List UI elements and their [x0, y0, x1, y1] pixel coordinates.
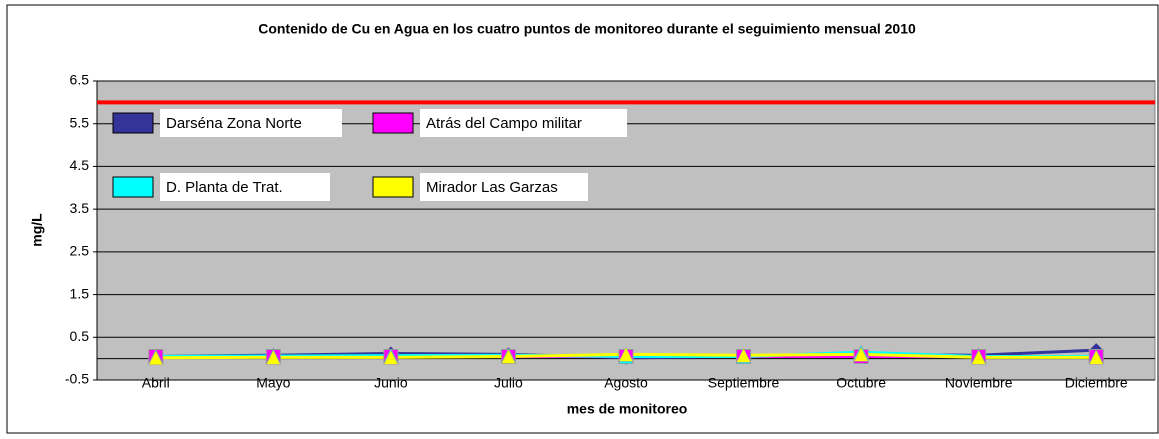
- y-tick-label: 1.5: [70, 285, 90, 301]
- legend-box: [420, 173, 588, 201]
- y-tick-label: 4.5: [70, 157, 90, 173]
- marker: [853, 346, 869, 362]
- x-tick-label: Mayo: [256, 375, 290, 391]
- x-tick-label: Octubre: [836, 375, 886, 391]
- marker: [501, 348, 516, 364]
- legend-swatch: [372, 176, 414, 198]
- x-tick-label: Julio: [494, 375, 523, 391]
- marker: [971, 349, 987, 365]
- legend-swatch: [112, 176, 154, 198]
- marker: [383, 349, 399, 365]
- legend-swatch: [372, 112, 414, 134]
- legend-box: [160, 173, 330, 201]
- legend-label: Mirador Las Garzas: [426, 179, 558, 196]
- legend-label: Darséna Zona Norte: [166, 115, 302, 132]
- y-tick-label: 5.5: [70, 114, 90, 130]
- marker: [618, 346, 634, 362]
- x-tick-label: Septiembre: [708, 375, 780, 391]
- legend-label: D. Planta de Trat.: [166, 179, 283, 196]
- marker: [736, 347, 751, 363]
- x-tick-label: Diciembre: [1065, 375, 1128, 391]
- y-tick-label: 2.5: [70, 243, 90, 259]
- y-tick-label: 6.5: [70, 72, 90, 88]
- y-axis-label: mg/L: [29, 213, 45, 247]
- x-tick-label: Junio: [374, 375, 408, 391]
- legend-label: Atrás del Campo militar: [426, 115, 582, 132]
- y-tick-label: 3.5: [70, 200, 90, 216]
- marker: [148, 350, 164, 366]
- y-tick-label: 0.5: [70, 328, 90, 344]
- x-axis-label: mes de monitoreo: [567, 401, 688, 417]
- legend-box: [160, 109, 342, 137]
- x-tick-label: Noviembre: [945, 375, 1013, 391]
- x-tick-label: Agosto: [604, 375, 648, 391]
- legend-box: [420, 109, 627, 137]
- legend-swatch: [112, 112, 154, 134]
- marker: [265, 349, 281, 365]
- marker: [1088, 349, 1104, 365]
- y-tick-label: -0.5: [65, 371, 89, 387]
- chart-title: Contenido de Cu en Agua en los cuatro pu…: [258, 21, 916, 37]
- x-tick-label: Abril: [142, 375, 170, 391]
